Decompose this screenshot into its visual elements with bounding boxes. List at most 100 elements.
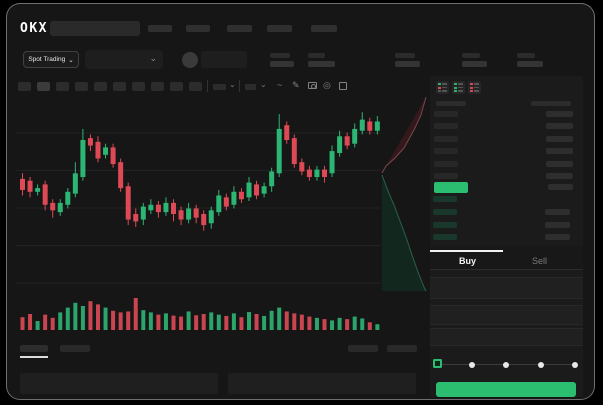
slider-stop[interactable] [503, 361, 509, 368]
depth-asks-line [381, 96, 427, 174]
timeframe-button[interactable] [18, 82, 31, 91]
timeframe-button[interactable] [56, 82, 69, 91]
chevron-down-icon[interactable]: ⌄ [260, 80, 267, 89]
market-type-dropdown[interactable]: Spot Trading ⌄ [23, 51, 79, 68]
slider-handle[interactable] [432, 359, 442, 368]
volume-bar [80, 306, 85, 330]
slider-stop[interactable] [468, 361, 475, 368]
candle-body [72, 173, 78, 194]
volume-bar [186, 311, 191, 330]
candle-body [254, 184, 260, 196]
candle-body [238, 191, 244, 200]
bottom-right-control[interactable] [387, 345, 417, 352]
nav-item[interactable] [148, 25, 172, 32]
toolbar-divider [239, 80, 240, 92]
volume-bar [171, 315, 176, 330]
timeframe-button[interactable] [132, 82, 145, 91]
order-total-field[interactable] [430, 328, 583, 346]
timeframe-button[interactable] [189, 82, 202, 91]
bottom-tab-active[interactable] [20, 345, 48, 352]
order-price-field[interactable] [430, 277, 583, 299]
bid-price-bar[interactable] [433, 234, 457, 240]
fullscreen-icon[interactable] [339, 82, 347, 90]
bid-price-bar[interactable] [433, 196, 457, 202]
nav-item[interactable] [311, 25, 337, 32]
search-input[interactable] [50, 21, 140, 36]
volume-bar [148, 312, 153, 330]
line-tool-icon[interactable]: ~ [277, 80, 283, 90]
indicator-dropdown[interactable] [245, 84, 256, 90]
slider-stop[interactable] [572, 361, 578, 368]
volume-bar [156, 314, 161, 330]
stat-value [462, 61, 487, 67]
chart-settings-icon[interactable]: ◎ [323, 80, 331, 90]
volume-bar [360, 318, 365, 330]
tab-buy[interactable]: Buy [459, 256, 477, 266]
stat-label [395, 53, 415, 58]
stat-value [395, 61, 420, 67]
candle-body [201, 214, 207, 226]
candle-body [284, 125, 290, 140]
candle-body [42, 184, 48, 205]
volume-bar [20, 317, 25, 330]
candle-body [80, 140, 86, 177]
draw-tool-icon[interactable]: ✎ [292, 80, 300, 90]
ask-price-bar[interactable] [434, 123, 458, 129]
bid-amount-bar [545, 209, 570, 215]
candle-body [367, 121, 373, 131]
asks-view-icon[interactable] [468, 81, 481, 94]
bottom-tab[interactable] [60, 345, 90, 352]
nav-item[interactable] [227, 25, 252, 32]
ask-price-bar[interactable] [434, 136, 458, 142]
price-chart-svg[interactable] [16, 95, 430, 345]
candle-body [216, 195, 222, 213]
candle-body [171, 202, 176, 214]
volume-bar [126, 311, 131, 330]
combined-view-icon[interactable] [436, 81, 449, 94]
nav-item[interactable] [267, 25, 292, 32]
stat-label [462, 53, 480, 58]
bid-price-bar[interactable] [433, 222, 457, 228]
pair-selector-dropdown[interactable]: ⌄ [85, 50, 163, 69]
bottom-info-box [228, 373, 416, 394]
bid-price-bar[interactable] [433, 209, 457, 215]
market-type-label: Spot Trading [28, 56, 66, 63]
volume-bar [141, 310, 146, 330]
candle-body [329, 151, 335, 174]
candle-body [148, 204, 154, 211]
timeframe-button[interactable] [113, 82, 126, 91]
chevron-down-icon[interactable]: ⌄ [229, 80, 236, 89]
nav-item[interactable] [186, 25, 210, 32]
order-amount-field[interactable] [430, 305, 583, 325]
toolbar-divider [207, 80, 208, 92]
bids-view-icon[interactable] [452, 81, 465, 94]
volume-bar [224, 315, 229, 330]
last-price-readout [201, 51, 247, 68]
depth-bids-line [381, 174, 427, 292]
buy-submit-button[interactable] [436, 382, 576, 397]
volume-bar [58, 312, 63, 330]
timeframe-button[interactable] [37, 82, 50, 91]
tab-sell[interactable]: Sell [532, 256, 548, 266]
bottom-right-control[interactable] [348, 345, 378, 352]
timeframe-button[interactable] [75, 82, 88, 91]
ask-price-bar[interactable] [434, 111, 458, 117]
volume-bar [73, 302, 78, 330]
volume-bar [209, 312, 214, 330]
timeframe-button[interactable] [170, 82, 183, 91]
slider-stop[interactable] [537, 361, 544, 368]
candle-body [306, 169, 312, 177]
candle-body [155, 204, 161, 213]
screenshot-icon[interactable] [308, 82, 317, 89]
stat-value [270, 61, 294, 67]
ask-price-bar[interactable] [434, 173, 458, 179]
timeframe-button[interactable] [94, 82, 107, 91]
chart-style-dropdown[interactable] [213, 84, 226, 90]
last-price-pill[interactable] [434, 182, 468, 193]
ask-price-bar[interactable] [434, 161, 458, 167]
timeframe-button[interactable] [151, 82, 164, 91]
ask-price-bar[interactable] [434, 148, 458, 154]
volume-bar [179, 316, 184, 330]
candle-body [208, 210, 214, 224]
ask-amount-bar [546, 136, 573, 142]
